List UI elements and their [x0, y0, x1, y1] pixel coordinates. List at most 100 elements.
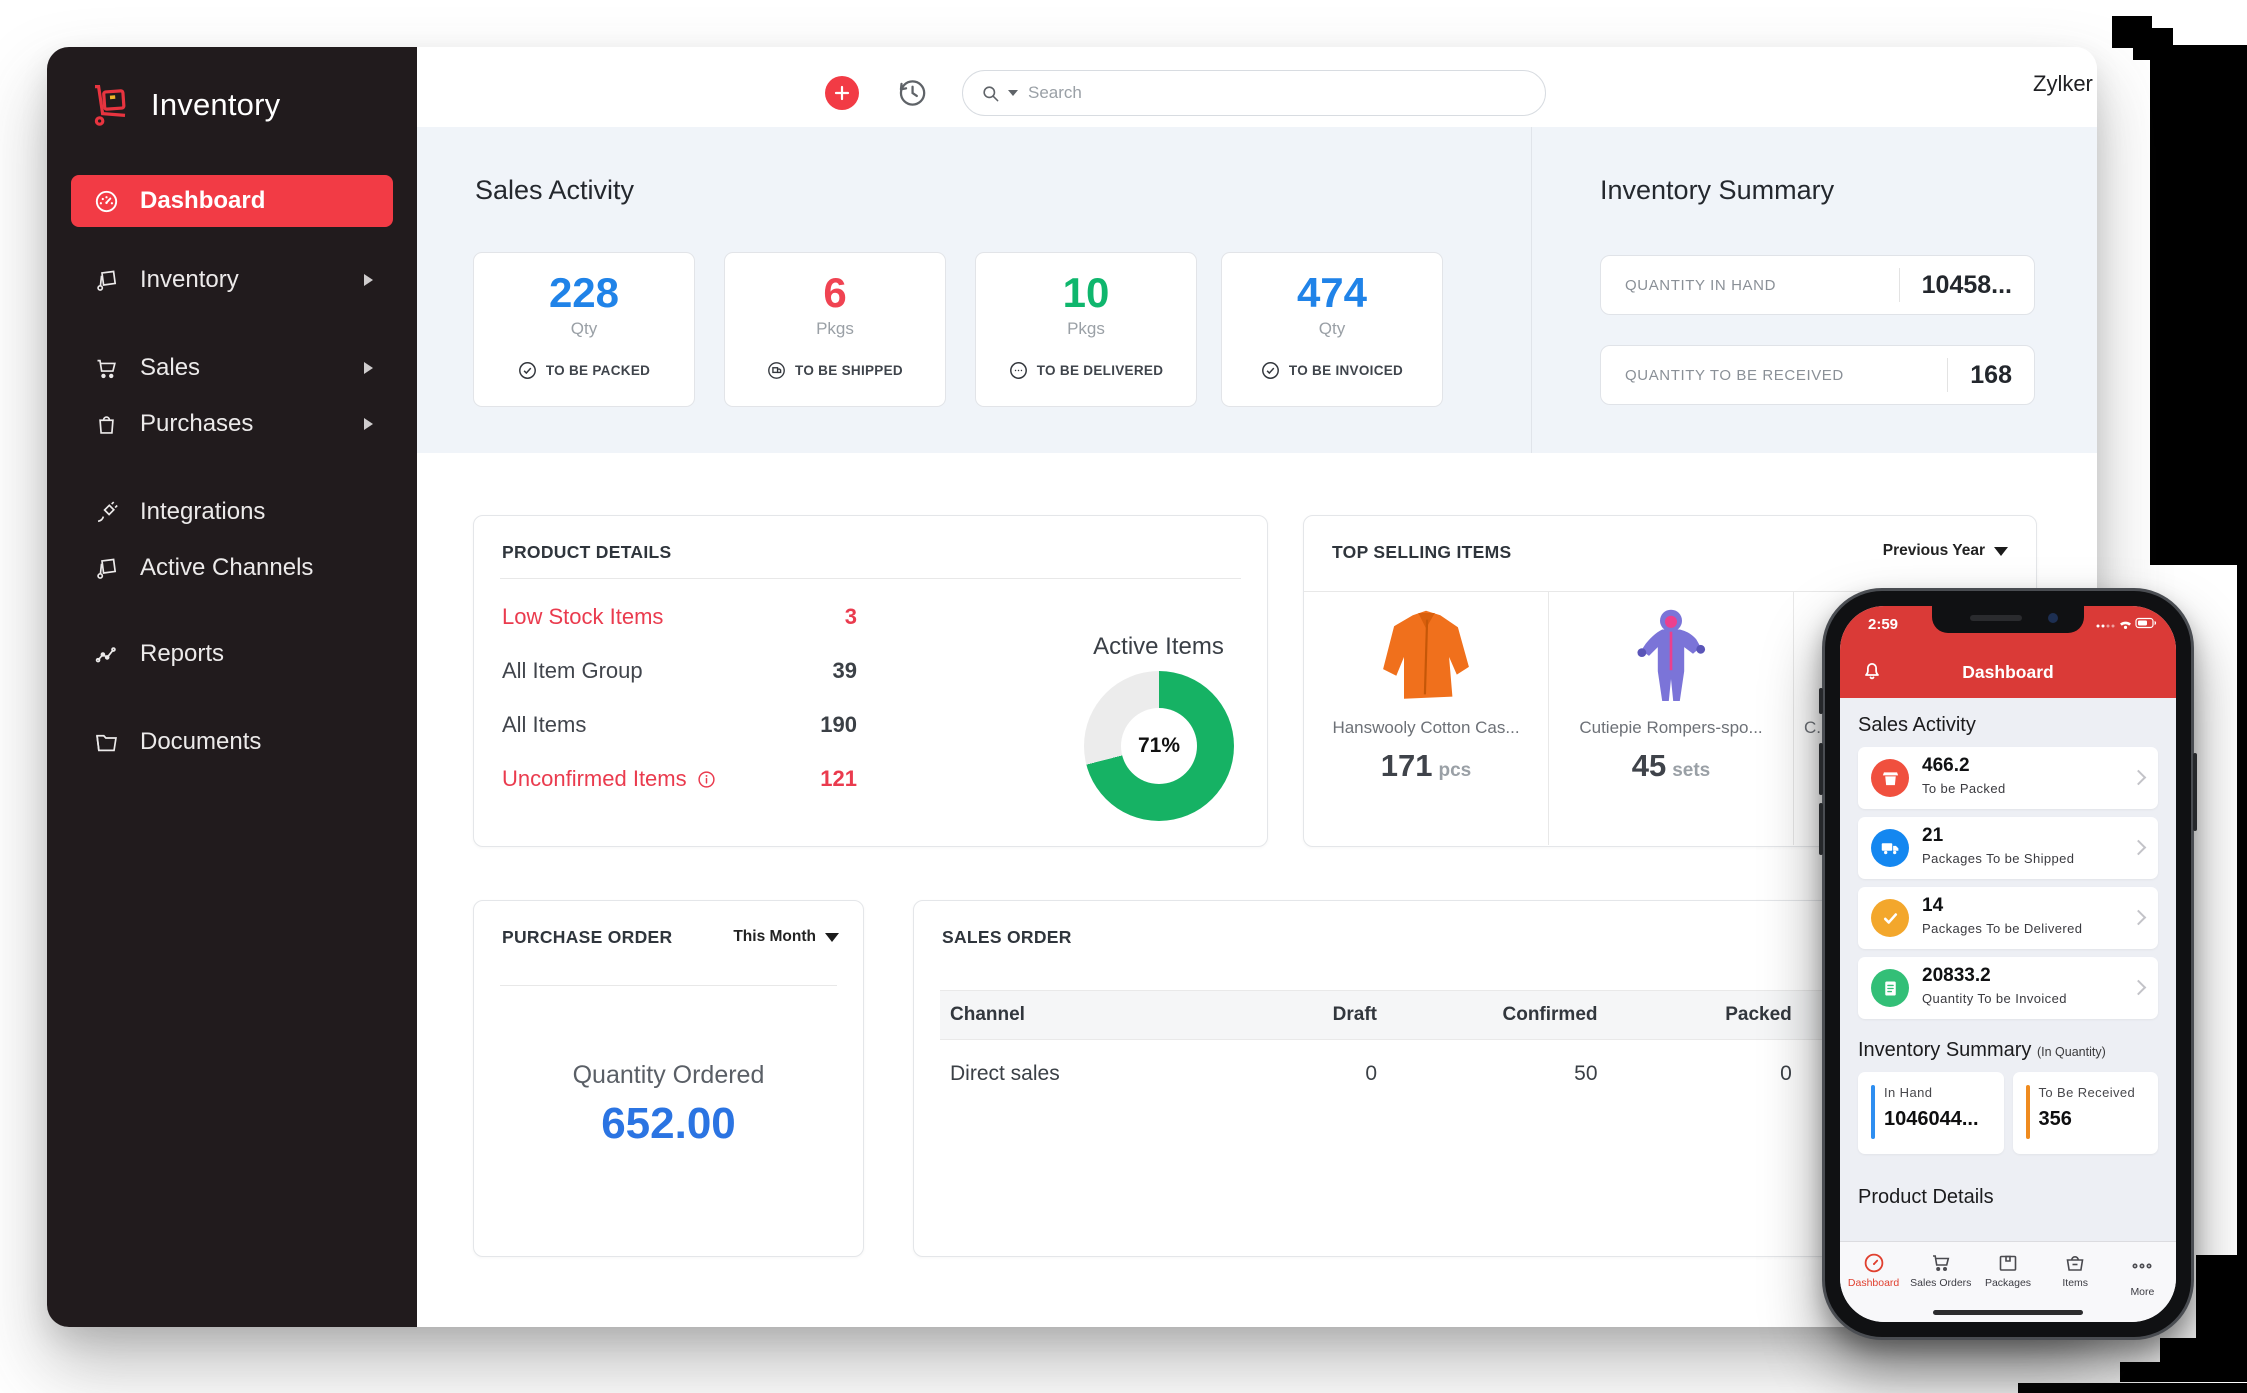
tab-label: Packages: [1974, 1277, 2041, 1289]
phone-inventory-summary-subtitle: (In Quantity): [2037, 1045, 2106, 1059]
invoice-icon: [1871, 969, 1909, 1007]
sidebar-item-active-channels[interactable]: Active Channels: [71, 546, 393, 590]
sidebar-item-dashboard[interactable]: Dashboard: [71, 175, 393, 227]
recent-history-button[interactable]: [895, 76, 929, 110]
sidebar-item-sales[interactable]: Sales: [71, 346, 393, 390]
unconfirmed-items-row[interactable]: Unconfirmed Items 121: [502, 766, 857, 792]
card-value: 466.2: [1922, 755, 1970, 777]
card-label: TO BE SHIPPED: [795, 363, 903, 378]
top-item-2[interactable]: Cutiepie Rompers-spo... 45sets: [1548, 592, 1793, 845]
tab-label: More: [2109, 1286, 2176, 1298]
phone-nav-title: Dashboard: [1840, 662, 2176, 683]
card-label: TO BE DELIVERED: [1037, 363, 1164, 378]
tab-more[interactable]: More: [2109, 1242, 2176, 1322]
period-dropdown[interactable]: Previous Year: [1883, 542, 2008, 560]
col-header[interactable]: Channel: [950, 1004, 1223, 1026]
low-stock-items-row[interactable]: Low Stock Items3: [502, 604, 857, 630]
cart-icon: [1929, 1251, 1953, 1275]
app-logo[interactable]: Inventory: [87, 81, 280, 129]
phone-to-be-invoiced-card[interactable]: 20833.2 Quantity To be Invoiced: [1858, 957, 2158, 1019]
to-be-invoiced-card[interactable]: 474 Qty TO BE INVOICED: [1221, 252, 1443, 407]
card-label: TO BE INVOICED: [1289, 363, 1403, 378]
pixel-artifact: [2150, 45, 2247, 565]
submenu-arrow-icon: [364, 362, 373, 374]
phone-in-hand-card[interactable]: In Hand 1046044...: [1858, 1072, 2004, 1154]
info-icon: [697, 770, 716, 789]
col-header[interactable]: Confirmed: [1391, 1004, 1612, 1026]
submenu-arrow-icon: [364, 418, 373, 430]
col-header[interactable]: Packed: [1612, 1004, 1806, 1026]
phone-inventory-summary-title: Inventory Summary (In Quantity): [1858, 1039, 2176, 1062]
phone-header: 2:59 Dashboard: [1840, 606, 2176, 698]
all-items-row[interactable]: All Items190: [502, 712, 857, 738]
to-be-delivered-card[interactable]: 10 Pkgs TO BE DELIVERED: [975, 252, 1197, 407]
to-be-shipped-card[interactable]: 6 Pkgs TO BE SHIPPED: [724, 252, 946, 407]
chevron-right-icon: [2131, 840, 2147, 856]
active-items-label: Active Items: [1026, 633, 1291, 661]
tab-label: Sales Orders: [1907, 1277, 1974, 1289]
card-label: To be Packed: [1922, 781, 2006, 796]
product-name: Cutiepie Rompers-spo...: [1549, 718, 1793, 738]
phone-to-be-received-card[interactable]: To Be Received 356: [2013, 1072, 2159, 1154]
search-scope-caret-icon[interactable]: [1008, 90, 1018, 96]
sidebar: Inventory Dashboard Inventory Sales: [47, 47, 417, 1327]
home-indicator[interactable]: [1933, 1310, 2083, 1315]
sidebar-item-purchases[interactable]: Purchases: [71, 402, 393, 446]
row-value: 168: [1948, 361, 2034, 390]
quantity-to-be-received-row[interactable]: QUANTITY TO BE RECEIVED 168: [1600, 345, 2035, 405]
org-name: Zylker: [2033, 71, 2093, 97]
sidebar-item-label: Reports: [140, 640, 393, 668]
phone-mute-switch: [1819, 688, 1823, 714]
sidebar-item-label: Dashboard: [140, 187, 393, 215]
row-value: 10458...: [1900, 271, 2034, 300]
card-value: 228: [474, 269, 694, 317]
card-value: 20833.2: [1922, 965, 1991, 987]
phone-frame: 2:59 Dashboard Sales Activity: [1825, 591, 2191, 1337]
product-name: Hanswooly Cotton Cas...: [1304, 718, 1548, 738]
topbar: Zylker: [417, 47, 2097, 128]
product-unit: pcs: [1438, 760, 1471, 781]
quantity-in-hand-row[interactable]: QUANTITY IN HAND 10458...: [1600, 255, 2035, 315]
card-label: TO BE PACKED: [546, 363, 650, 378]
phone-to-be-packed-card[interactable]: 466.2 To be Packed: [1858, 747, 2158, 809]
phone-product-details-title: Product Details: [1858, 1186, 2176, 1209]
chevron-right-icon: [2131, 910, 2147, 926]
to-be-packed-card[interactable]: 228 Qty TO BE PACKED: [473, 252, 695, 407]
card-title: SALES ORDER: [942, 927, 1072, 948]
summary-value: 356: [2039, 1108, 2072, 1131]
sidebar-item-integrations[interactable]: Integrations: [71, 490, 393, 534]
phone-to-be-delivered-card[interactable]: 14 Packages To be Delivered: [1858, 887, 2158, 949]
sales-activity-title: Sales Activity: [475, 175, 634, 206]
card-title: TOP SELLING ITEMS: [1332, 542, 1511, 563]
gauge-icon: [1862, 1251, 1886, 1275]
page-canvas: Inventory Dashboard Inventory Sales: [0, 0, 2247, 1393]
all-item-group-row[interactable]: All Item Group39: [502, 658, 857, 684]
sidebar-item-inventory[interactable]: Inventory: [71, 258, 393, 302]
basket-icon: [2063, 1251, 2087, 1275]
submenu-arrow-icon: [364, 274, 373, 286]
sidebar-item-documents[interactable]: Documents: [71, 720, 393, 764]
add-button[interactable]: [825, 76, 859, 110]
caret-down-icon: [825, 933, 839, 942]
sidebar-item-reports[interactable]: Reports: [71, 632, 393, 676]
package-box-icon: [1996, 1251, 2020, 1275]
search-input[interactable]: [1026, 82, 1527, 104]
accent-bar: [1871, 1085, 1875, 1139]
product-qty: 171: [1381, 748, 1433, 783]
inventory-summary-title: Inventory Summary: [1600, 175, 1834, 206]
org-switcher[interactable]: Zylker: [2033, 71, 2097, 97]
phone-status-icons: [2096, 616, 2158, 630]
cardigan-product-image: [1366, 602, 1486, 712]
phone-volume-up-button: [1819, 743, 1823, 795]
delivery-circle-icon: [1009, 361, 1028, 380]
phone-to-be-shipped-card[interactable]: 21 Packages To be Shipped: [1858, 817, 2158, 879]
search-icon: [981, 84, 1000, 103]
global-search[interactable]: [962, 70, 1546, 116]
caret-down-icon: [1994, 547, 2008, 556]
col-header[interactable]: Draft: [1223, 1004, 1391, 1026]
pixel-artifact: [2018, 1383, 2247, 1393]
top-item-1[interactable]: Hanswooly Cotton Cas... 171pcs: [1304, 592, 1548, 845]
tab-dashboard[interactable]: Dashboard: [1840, 1242, 1907, 1322]
sidebar-item-label: Integrations: [140, 498, 393, 526]
period-dropdown[interactable]: This Month: [733, 928, 839, 946]
